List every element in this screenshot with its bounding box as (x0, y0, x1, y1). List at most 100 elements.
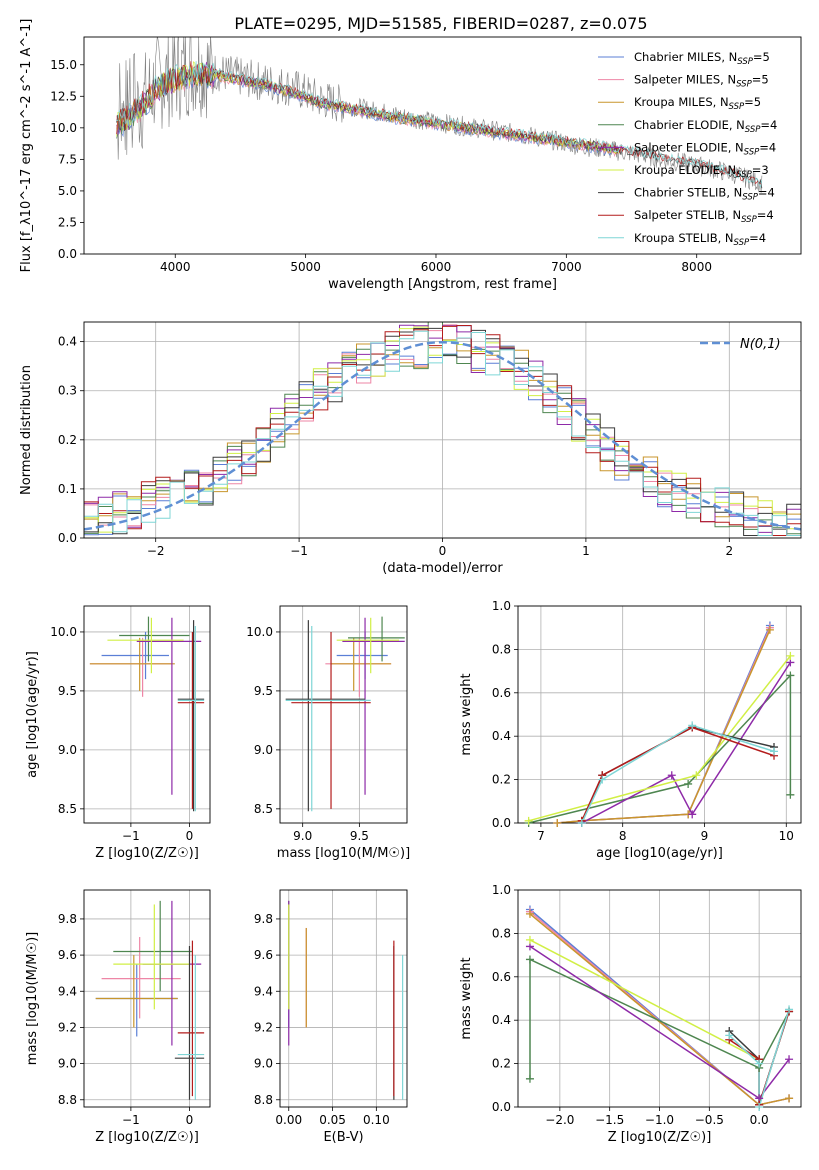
y-tick-label: 9.4 (254, 984, 273, 998)
y-tick-label: 9.5 (254, 684, 273, 698)
series-marker-kroupa-stelib (688, 721, 697, 730)
series-marker-salpeter-elodie (688, 810, 697, 819)
x-tick-label: 9.5 (350, 829, 369, 843)
y-tick-label: 10.0 (50, 625, 77, 639)
axes-weight_vs_Z: −2.0 −1.5 −1.0 −0.5 0.0 0.0 0.2 0.4 0.6 0.8 1.0 Z [… (459, 883, 802, 1145)
y-tick-label: 9.2 (58, 1020, 77, 1034)
legend-label: Kroupa MILES, NSSP=5 (634, 95, 761, 112)
series-line-salpeter-miles (557, 627, 771, 823)
series-marker-kroupa-stelib (755, 1103, 764, 1111)
y-tick-label: 0.6 (492, 970, 511, 984)
legend-label: Kroupa STELIB, NSSP=4 (634, 231, 766, 248)
x-tick-label: −1 (290, 544, 308, 558)
axes-residuals: −2 −1 0 1 2 0.0 0.1 0.2 0.3 0.4 (data-model)/error… (19, 321, 802, 576)
y-tick-label: 0.0 (492, 816, 511, 830)
x-tick-label: 7 (537, 829, 545, 843)
axes-frame (83, 605, 211, 824)
series-marker-kroupa-miles (765, 625, 774, 634)
series-marker-kroupa-elodie (524, 816, 533, 825)
plot-area-spectrum (116, 37, 763, 193)
x-tick-label: 0 (186, 1113, 194, 1127)
series-marker-kroupa-stelib (755, 1059, 764, 1068)
x-tick-label: −0.5 (695, 1113, 724, 1127)
series-marker-chabrier-elodie (525, 955, 534, 964)
axes-frame (83, 36, 802, 255)
y-tick-label: 0.4 (492, 1013, 511, 1027)
x-tick-label: 8 (619, 829, 627, 843)
series-marker-chabrier-elodie (786, 671, 795, 680)
legend-label: Chabrier STELIB, NSSP=4 (634, 186, 775, 203)
series-marker-salpeter-elodie (785, 1055, 794, 1064)
x-axis-label: age [log10(age/yr)] (596, 846, 723, 861)
x-tick-label: −2 (147, 544, 165, 558)
y-tick-label: 1.0 (492, 883, 511, 897)
y-tick-label: 12.5 (50, 89, 77, 103)
legend-label: Chabrier ELODIE, NSSP=4 (634, 118, 777, 135)
y-axis-label: age [log10(age/yr)] (25, 651, 40, 778)
y-tick-label: 8.5 (254, 802, 273, 816)
plot-area-weight_vs_age (528, 625, 792, 823)
x-axis-label: wavelength [Angstrom, rest frame] (328, 277, 557, 292)
x-tick-label: −1 (122, 829, 140, 843)
y-tick-label: 8.8 (254, 1093, 273, 1107)
y-axis-label: mass weight (459, 673, 474, 755)
x-axis-label: Z [log10(Z/Z☉)] (95, 1130, 199, 1145)
x-tick-label: 0.0 (750, 1113, 769, 1127)
y-axis-label: Normed distribution (19, 365, 34, 495)
y-axis-label: mass weight (459, 957, 474, 1039)
normal-curve (84, 340, 801, 531)
axes-frame (517, 605, 802, 824)
series-line-chabrier-elodie (528, 673, 792, 823)
x-tick-label: 0.05 (319, 1113, 346, 1127)
y-tick-label: 9.2 (254, 1020, 273, 1034)
y-tick-label: 0.2 (58, 433, 77, 447)
axes-spectrum: 4000 5000 6000 7000 8000 0.0 2.5 5.0 7.5 10.0 12.5… (19, 19, 802, 292)
plots-layer: 4000 5000 6000 7000 80000.02.55.07.510.012.5… (19, 19, 802, 1145)
series-marker-chabrier-elodie (786, 790, 795, 799)
x-tick-label: 7000 (551, 260, 582, 274)
y-axis-label: Flux [f_λ10^-17 erg cm^-2 s^-1 A^-1] (19, 19, 34, 273)
y-tick-label: 15.0 (50, 58, 77, 72)
series-line-kroupa-miles (557, 629, 771, 823)
model-spectrum-kroupa-stelib (116, 60, 763, 188)
legend-label: Salpeter MILES, NSSP=5 (634, 73, 769, 90)
x-tick-label: 1 (582, 544, 590, 558)
x-tick-label: 9 (701, 829, 709, 843)
series-line-kroupa-elodie (529, 939, 760, 1060)
legend-label: Salpeter STELIB, NSSP=4 (634, 208, 774, 225)
legend-label: N(0,1) (740, 337, 781, 352)
x-tick-label: −1.0 (645, 1113, 674, 1127)
y-tick-label: 10.0 (246, 625, 273, 639)
series-marker-kroupa-stelib (785, 1005, 794, 1014)
series-line-kroupa-stelib (728, 1009, 790, 1107)
y-tick-label: 1.0 (492, 599, 511, 613)
series-marker-kroupa-elodie (692, 771, 701, 780)
y-tick-label: 0.4 (58, 335, 77, 349)
series-marker-kroupa-stelib (577, 819, 586, 827)
axes-age_vs_Z: −1 0 8.5 9.0 9.5 10.0 Z [log10(Z/Z☉)] age [log1… (25, 605, 211, 861)
y-tick-label: 9.6 (254, 948, 273, 962)
y-tick-label: 9.0 (254, 743, 273, 757)
y-tick-label: 0.2 (492, 773, 511, 787)
y-tick-label: 9.8 (254, 912, 273, 926)
x-axis-label: mass [log10(M/M☉)] (277, 846, 410, 861)
series-line-salpeter-stelib (581, 726, 775, 822)
figure-title: PLATE=0295, MJD=51585, FIBERID=0287, z=0… (234, 14, 647, 33)
x-tick-label: 2 (725, 544, 733, 558)
x-tick-label: 0 (186, 829, 194, 843)
y-tick-label: 9.6 (58, 948, 77, 962)
y-tick-label: 7.5 (58, 152, 77, 166)
series-marker-salpeter-elodie (667, 771, 676, 780)
y-tick-label: 8.8 (58, 1093, 77, 1107)
y-tick-label: 10.0 (50, 121, 77, 135)
series-marker-kroupa-stelib (770, 747, 779, 756)
plot-area-mass_vs_ebv (288, 900, 404, 1100)
y-tick-label: 0.0 (58, 247, 77, 261)
y-tick-label: 0.4 (492, 729, 511, 743)
axes-weight_vs_age: 7 8 9 10 0.0 0.2 0.4 0.6 0.8 1.0 age [log10(age/yr… (459, 599, 802, 861)
legend-label: Salpeter ELODIE, NSSP=4 (634, 140, 776, 157)
y-tick-label: 9.5 (58, 684, 77, 698)
axes-frame (279, 605, 408, 824)
axes-frame (517, 889, 802, 1108)
